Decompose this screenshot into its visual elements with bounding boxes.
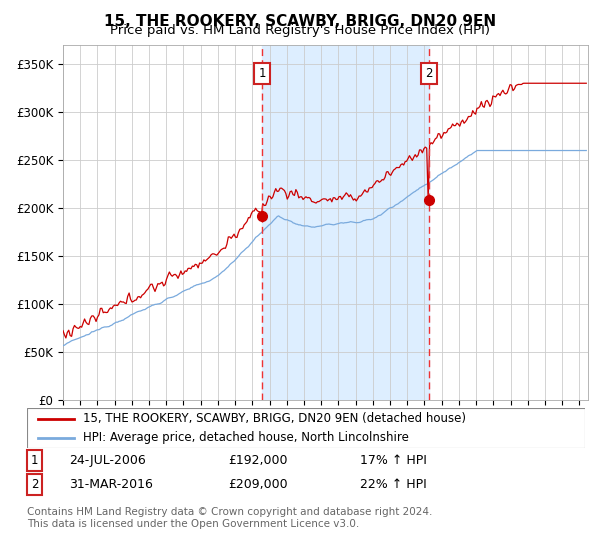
Text: 1: 1 — [31, 454, 38, 467]
Text: 24-JUL-2006: 24-JUL-2006 — [69, 454, 146, 467]
FancyBboxPatch shape — [27, 408, 585, 448]
Text: 2: 2 — [425, 67, 433, 80]
Text: 2: 2 — [31, 478, 38, 491]
Text: HPI: Average price, detached house, North Lincolnshire: HPI: Average price, detached house, Nort… — [83, 431, 409, 445]
Text: 31-MAR-2016: 31-MAR-2016 — [69, 478, 153, 491]
Text: 15, THE ROOKERY, SCAWBY, BRIGG, DN20 9EN: 15, THE ROOKERY, SCAWBY, BRIGG, DN20 9EN — [104, 14, 496, 29]
Text: Contains HM Land Registry data © Crown copyright and database right 2024.: Contains HM Land Registry data © Crown c… — [27, 507, 433, 517]
Text: 15, THE ROOKERY, SCAWBY, BRIGG, DN20 9EN (detached house): 15, THE ROOKERY, SCAWBY, BRIGG, DN20 9EN… — [83, 413, 466, 426]
Text: Price paid vs. HM Land Registry's House Price Index (HPI): Price paid vs. HM Land Registry's House … — [110, 24, 490, 37]
Bar — [262, 45, 429, 400]
Text: 22% ↑ HPI: 22% ↑ HPI — [360, 478, 427, 491]
Text: 1: 1 — [258, 67, 266, 80]
Text: £192,000: £192,000 — [228, 454, 287, 467]
Text: £209,000: £209,000 — [228, 478, 287, 491]
Text: 17% ↑ HPI: 17% ↑ HPI — [360, 454, 427, 467]
Text: This data is licensed under the Open Government Licence v3.0.: This data is licensed under the Open Gov… — [27, 519, 359, 529]
